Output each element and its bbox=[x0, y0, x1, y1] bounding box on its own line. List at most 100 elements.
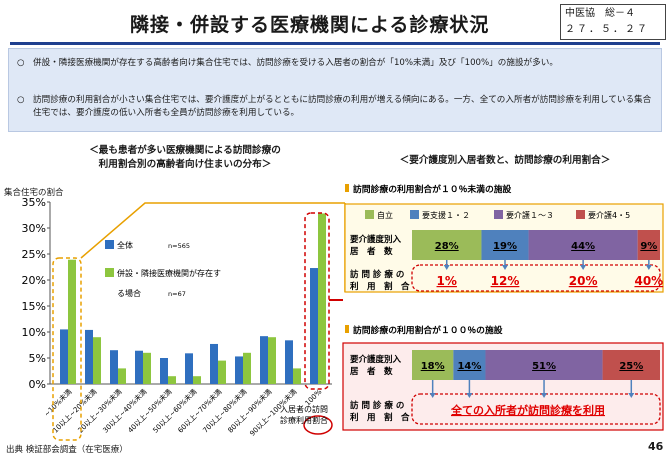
low-row1-label-1: 要介護度別入 bbox=[350, 234, 402, 245]
y-tick-labels: 0% 5% 10% 15% 20% 25% 30% 35% bbox=[22, 196, 50, 391]
y-tick-label: 0% bbox=[29, 378, 46, 391]
usage-rate-value: 20% bbox=[569, 274, 598, 288]
y-tick-label: 15% bbox=[22, 300, 46, 313]
x-tick-label: 70以上~80%未満 bbox=[201, 387, 249, 435]
bar-adjacent bbox=[118, 368, 126, 384]
legend-label-adjacent-1: 併設・隣接医療機関が存在す bbox=[117, 268, 221, 278]
bar-all bbox=[210, 343, 218, 384]
x-tick-label: 80以上~90%未満 bbox=[226, 387, 274, 435]
y-tick-label: 25% bbox=[22, 248, 46, 261]
y-tick-label: 20% bbox=[22, 274, 46, 287]
reference-line-1: 中医協 総－４ bbox=[565, 8, 635, 19]
bar-all bbox=[135, 350, 143, 384]
legend-swatch-care-1-3 bbox=[494, 210, 503, 219]
bullet-text: 訪問診療の利用割合が小さい集合住宅では、要介護度が上がるとともに訪問診療の利用が… bbox=[33, 95, 652, 118]
full-distribution-bar: 18% 14% 51% 25% bbox=[412, 350, 660, 380]
low-row2-label-1: 訪 問 診 療 の bbox=[350, 269, 404, 280]
distribution-segment bbox=[485, 350, 603, 380]
bar-adjacent bbox=[93, 337, 101, 384]
legend-swatch-support bbox=[410, 210, 419, 219]
highlight-note-line-2: 診療利用割合 bbox=[280, 415, 328, 425]
x-tick-label: 40以上~50%未満 bbox=[126, 387, 174, 435]
arrow-head bbox=[580, 265, 587, 270]
low-usage-frame bbox=[411, 264, 661, 292]
bar-all bbox=[60, 329, 68, 384]
legend-n-adjacent: n=67 bbox=[168, 290, 186, 298]
y-tick-label: 30% bbox=[22, 222, 46, 235]
distribution-label: 19% bbox=[493, 241, 517, 252]
full-usage-frame bbox=[411, 393, 661, 425]
bar-all bbox=[110, 350, 118, 384]
summary-box: ○ 併設・隣接医療機関が存在する高齢者向け集合住宅では、訪問診療を受ける入居者の… bbox=[8, 48, 662, 132]
source-note: 出典 検証部会調査（在宅医療） bbox=[6, 445, 128, 455]
distribution-label: 51% bbox=[532, 361, 556, 372]
full-usage-arrows bbox=[429, 380, 635, 398]
legend-label-support: 要支援１・２ bbox=[422, 210, 470, 220]
highlight-note-line-1: 入居者の訪問 bbox=[280, 404, 328, 414]
bullet-marker: ○ bbox=[17, 95, 25, 105]
x-tick-label: 20以上~30%未満 bbox=[76, 387, 124, 435]
full-row1-label-1: 要介護度別入 bbox=[350, 354, 402, 365]
arrow-head bbox=[429, 393, 436, 398]
distribution-segment bbox=[602, 350, 660, 380]
legend-swatch-all bbox=[105, 240, 114, 249]
usage-rate-value: 40% bbox=[634, 274, 663, 288]
bar-all bbox=[260, 336, 268, 384]
distribution-label: 14% bbox=[457, 361, 481, 372]
left-title-line-1: ＜最も患者が多い医療機関による訪問診療の bbox=[89, 145, 281, 156]
low-row2-label-2: 利 用 割 合 bbox=[349, 281, 410, 292]
title-underline bbox=[10, 42, 660, 45]
low-row1-label-2: 居 者 数 bbox=[349, 246, 393, 257]
legend-swatch-care-4-5 bbox=[576, 210, 585, 219]
connector-low-section bbox=[80, 202, 345, 259]
bar-series bbox=[60, 213, 326, 384]
bar-adjacent bbox=[318, 213, 326, 384]
distribution-label: 18% bbox=[421, 361, 445, 372]
distribution-label: 44% bbox=[571, 241, 595, 252]
highlight-100-label-circle bbox=[303, 415, 333, 435]
y-tick-label: 35% bbox=[22, 196, 46, 209]
bar-adjacent bbox=[168, 376, 176, 384]
page-number: 46 bbox=[648, 440, 664, 453]
full-row1-label-2: 居 者 数 bbox=[349, 366, 393, 377]
arrow-head bbox=[628, 393, 635, 398]
legend-swatch-adjacent bbox=[105, 268, 114, 277]
usage-rate-value: 1% bbox=[437, 274, 457, 288]
low-section-marker bbox=[345, 184, 349, 192]
bar-adjacent bbox=[143, 352, 151, 384]
highlight-under-10-percent bbox=[52, 257, 82, 441]
page-title: 隣接・併設する医療機関による診療状況 bbox=[130, 14, 490, 36]
low-distribution-bar: 28% 19% 44% 9% bbox=[412, 230, 660, 260]
bullet-marker: ○ bbox=[17, 58, 25, 68]
left-chart-title: ＜最も患者が多い医療機関による訪問診療の 利用割合別の高齢者向け住まいの分布＞ bbox=[50, 144, 320, 172]
distribution-label: 9% bbox=[640, 241, 657, 252]
arrow-head bbox=[645, 265, 652, 270]
legend-label-care-1-3: 要介護１～３ bbox=[506, 210, 554, 220]
full-row2-label-2: 利 用 割 合 bbox=[349, 412, 410, 423]
y-tick-label: 5% bbox=[29, 352, 46, 365]
y-tick-label: 10% bbox=[22, 326, 46, 339]
right-panel-title: ＜要介護度別入居者数と、訪問診療の利用割合＞ bbox=[399, 155, 611, 166]
x-tick-label: 30以上~40%未満 bbox=[101, 387, 149, 435]
full-usage-text: 全ての入所者が訪問診療を利用 bbox=[450, 403, 605, 417]
left-title-line-2: 利用割合別の高齢者向け住まいの分布＞ bbox=[98, 159, 272, 170]
low-usage-values: 1% 12% 20% 40% bbox=[437, 260, 663, 288]
x-tick-label: 50以上~60%未満 bbox=[151, 387, 199, 435]
bar-all bbox=[235, 356, 243, 384]
distribution-segment bbox=[528, 230, 638, 260]
legend-swatch-independent bbox=[365, 210, 374, 219]
bar-all bbox=[285, 340, 293, 384]
bar-adjacent bbox=[243, 352, 251, 384]
distribution-segment bbox=[412, 230, 482, 260]
arrow-head bbox=[443, 265, 450, 270]
distribution-label: 28% bbox=[435, 241, 459, 252]
distribution-segment bbox=[481, 230, 529, 260]
x-tick-label: 60以上~70%未満 bbox=[176, 387, 224, 435]
distribution-segment bbox=[637, 230, 660, 260]
full-row2-label-1: 訪 問 診 療 の bbox=[350, 400, 404, 411]
bar-all bbox=[160, 358, 168, 384]
legend-label-adjacent-2: る場合 bbox=[117, 288, 141, 298]
distribution-segment bbox=[412, 350, 454, 380]
bar-all bbox=[85, 329, 93, 384]
